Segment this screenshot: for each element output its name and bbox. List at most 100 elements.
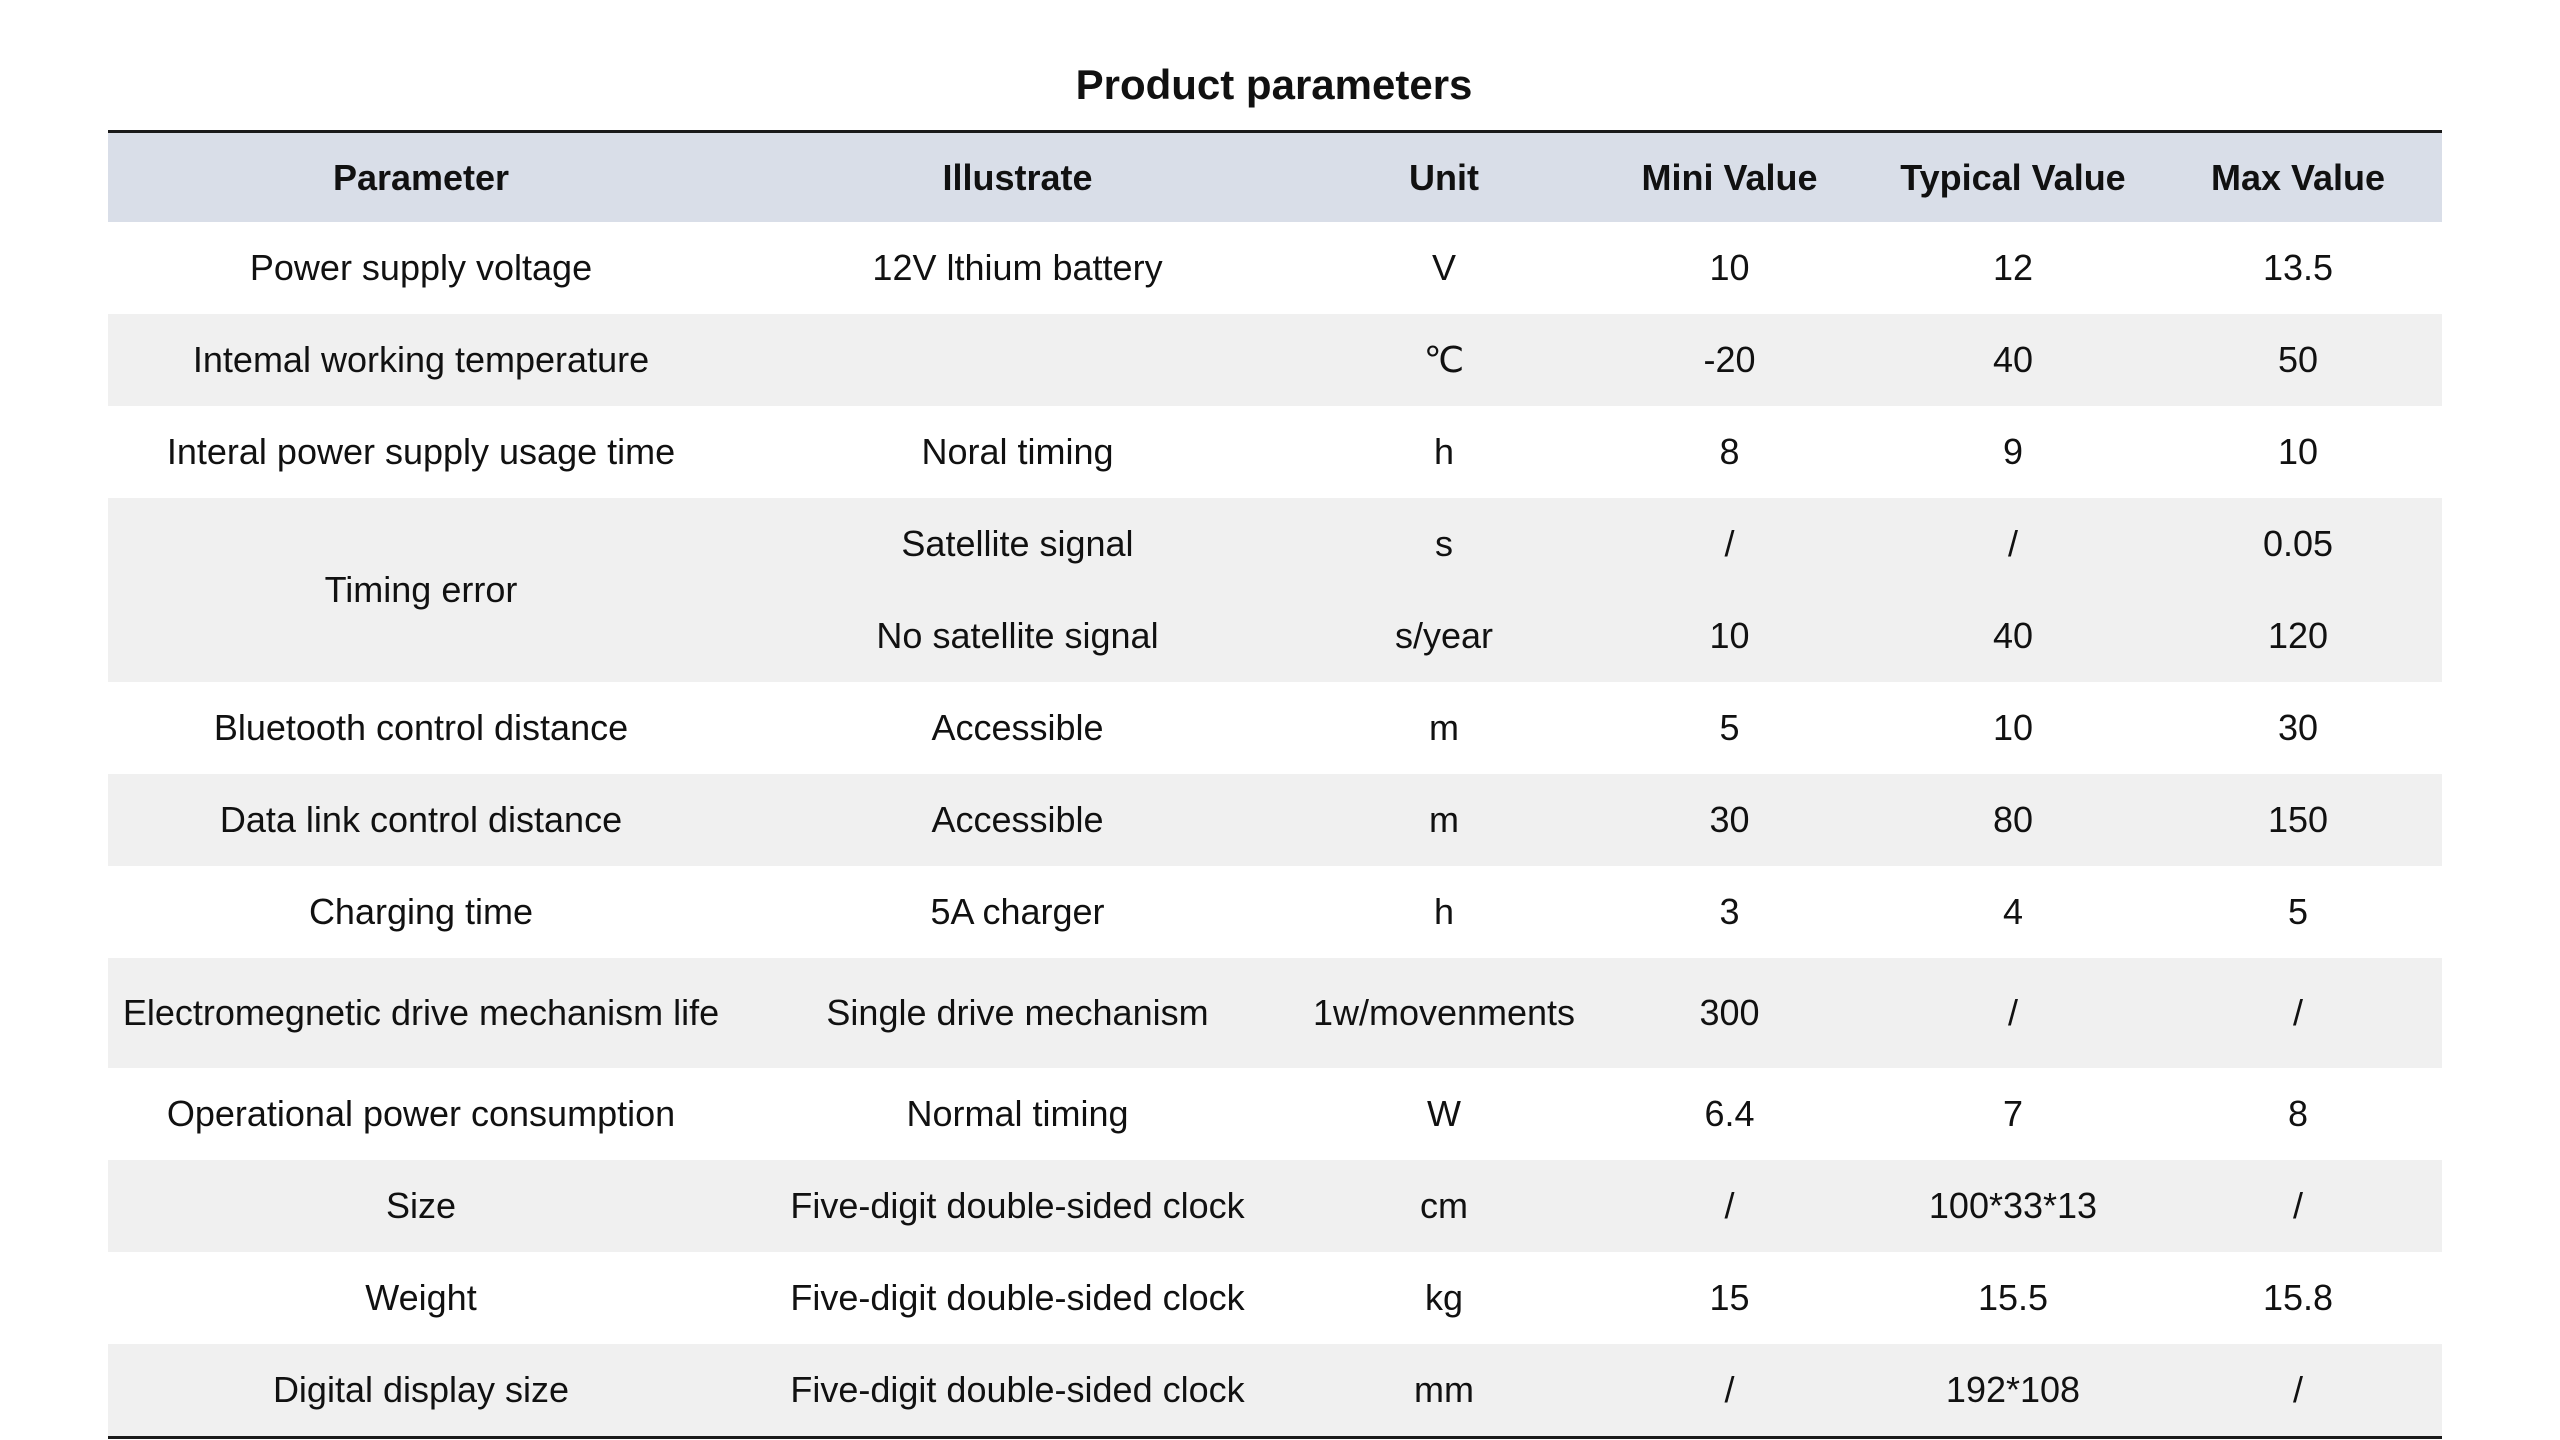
header-parameter: Parameter [108, 131, 734, 222]
cell-unit: 1w/movenments [1301, 958, 1587, 1068]
cell-parameter: Charging time [308, 891, 534, 932]
table-row: Digital display size Five-digit double-s… [108, 1344, 2442, 1438]
cell-typical: 40 [1872, 590, 2154, 682]
cell-typical: 4 [2002, 891, 2024, 932]
cell-illustrate: Normal timing [906, 1093, 1129, 1134]
cell-illustrate: 12V lthium battery [872, 247, 1163, 288]
cell-unit: ℃ [1301, 314, 1587, 406]
header-min-value: Mini Value [1587, 131, 1872, 222]
cell-unit: s/year [1301, 590, 1587, 682]
cell-parameter: Power supply voltage [249, 247, 593, 288]
cell-max: / [2154, 1344, 2442, 1438]
cell-illustrate: Satellite signal [734, 498, 1301, 590]
cell-unit: m [1429, 707, 1459, 748]
cell-parameter: Data link control distance [108, 774, 734, 866]
cell-unit: h [1433, 431, 1455, 472]
cell-min: 15 [1709, 1277, 1750, 1318]
cell-typical: 7 [2002, 1093, 2024, 1134]
cell-typical: 100*33*13 [1872, 1160, 2154, 1252]
cell-max: / [2154, 958, 2442, 1068]
table-row: No satellite signal s/year 10 40 120 [108, 590, 2442, 682]
cell-unit: W [1427, 1093, 1461, 1134]
cell-min: / [1587, 1344, 1872, 1438]
cell-parameter: Timing error [108, 498, 734, 682]
table-row: Bluetooth control distance Accessible m … [108, 682, 2442, 774]
cell-typical: / [1872, 498, 2154, 590]
table-row: Charging time 5A charger h 3 4 5 [108, 866, 2442, 958]
cell-unit: kg [1424, 1277, 1464, 1318]
cell-min: 10 [1587, 590, 1872, 682]
cell-typical: 9 [2002, 431, 2024, 472]
table-row: Timing error Satellite signal s / / 0.05 [108, 498, 2442, 682]
table-row: Intemal working temperature ℃ -20 40 50 [108, 314, 2442, 406]
cell-parameter: Weight [365, 1277, 477, 1318]
table-row: Operational power consumption Normal tim… [108, 1068, 2442, 1160]
cell-parameter: Bluetooth control distance [213, 707, 629, 748]
cell-min: 6.4 [1704, 1093, 1755, 1134]
cell-typical: 15.5 [1977, 1277, 2049, 1318]
cell-max: / [2154, 1160, 2442, 1252]
cell-max: 15.8 [2262, 1277, 2334, 1318]
cell-illustrate: Single drive mechanism [734, 958, 1301, 1068]
cell-max: 150 [2154, 774, 2442, 866]
table-row: Power supply voltage 12V lthium battery … [108, 222, 2442, 314]
cell-illustrate: No satellite signal [734, 590, 1301, 682]
product-parameters-table: Parameter Illustrate Unit Mini Value Typ… [108, 130, 2442, 1439]
cell-parameter: Electromegnetic drive mechanism life [108, 958, 734, 1068]
cell-max: 13.5 [2262, 247, 2334, 288]
cell-min: 10 [1709, 247, 1750, 288]
cell-max: 120 [2154, 590, 2442, 682]
cell-min: / [1587, 1160, 1872, 1252]
cell-illustrate: Five-digit double-sided clock [734, 1344, 1301, 1438]
cell-min: 3 [1719, 891, 1740, 932]
cell-min: 8 [1719, 431, 1740, 472]
table-title: Product parameters [1075, 61, 1473, 108]
table-row: Interal power supply usage time Noral ti… [108, 406, 2442, 498]
cell-max: 10 [2277, 431, 2319, 472]
table-row: Electromegnetic drive mechanism life Sin… [108, 958, 2442, 1068]
table-row: Data link control distance Accessible m … [108, 774, 2442, 866]
cell-min: 5 [1719, 707, 1740, 748]
cell-illustrate [734, 314, 1301, 406]
cell-unit: cm [1301, 1160, 1587, 1252]
cell-parameter: Digital display size [108, 1344, 734, 1438]
header-unit: Unit [1301, 131, 1587, 222]
table-row: Size Five-digit double-sided clock cm / … [108, 1160, 2442, 1252]
cell-max: 50 [2154, 314, 2442, 406]
cell-min: 300 [1587, 958, 1872, 1068]
cell-min: / [1587, 498, 1872, 590]
cell-max: 0.05 [2154, 498, 2442, 590]
table-row: Weight Five-digit double-sided clock kg … [108, 1252, 2442, 1344]
cell-illustrate: Five-digit double-sided clock [734, 1160, 1301, 1252]
cell-illustrate: Noral timing [921, 431, 1114, 472]
cell-max: 5 [2287, 891, 2309, 932]
cell-typical: 40 [1872, 314, 2154, 406]
cell-illustrate: Accessible [734, 774, 1301, 866]
cell-unit: m [1301, 774, 1587, 866]
cell-max: 8 [2287, 1093, 2309, 1134]
header-max-value: Max Value [2154, 131, 2442, 222]
cell-unit: mm [1301, 1344, 1587, 1438]
cell-unit: h [1433, 891, 1455, 932]
cell-max: 30 [2277, 707, 2319, 748]
cell-parameter: Intemal working temperature [108, 314, 734, 406]
cell-illustrate: Five-digit double-sided clock [790, 1277, 1245, 1318]
cell-typical: 80 [1872, 774, 2154, 866]
cell-illustrate: 5A charger [930, 891, 1105, 932]
cell-unit: V [1431, 247, 1456, 288]
cell-typical: 12 [1992, 247, 2034, 288]
cell-typical: 10 [1992, 707, 2034, 748]
header-row: Parameter Illustrate Unit Mini Value Typ… [108, 131, 2442, 222]
cell-min: 30 [1587, 774, 1872, 866]
cell-parameter: Size [108, 1160, 734, 1252]
header-typical-value: Typical Value [1872, 131, 2154, 222]
cell-unit: s [1301, 498, 1587, 590]
header-illustrate: Illustrate [734, 131, 1301, 222]
cell-typical: / [1872, 958, 2154, 1068]
cell-min: -20 [1587, 314, 1872, 406]
cell-typical: 192*108 [1872, 1344, 2154, 1438]
cell-parameter: Interal power supply usage time [166, 431, 676, 472]
cell-illustrate: Accessible [931, 707, 1104, 748]
cell-parameter: Operational power consumption [166, 1093, 676, 1134]
